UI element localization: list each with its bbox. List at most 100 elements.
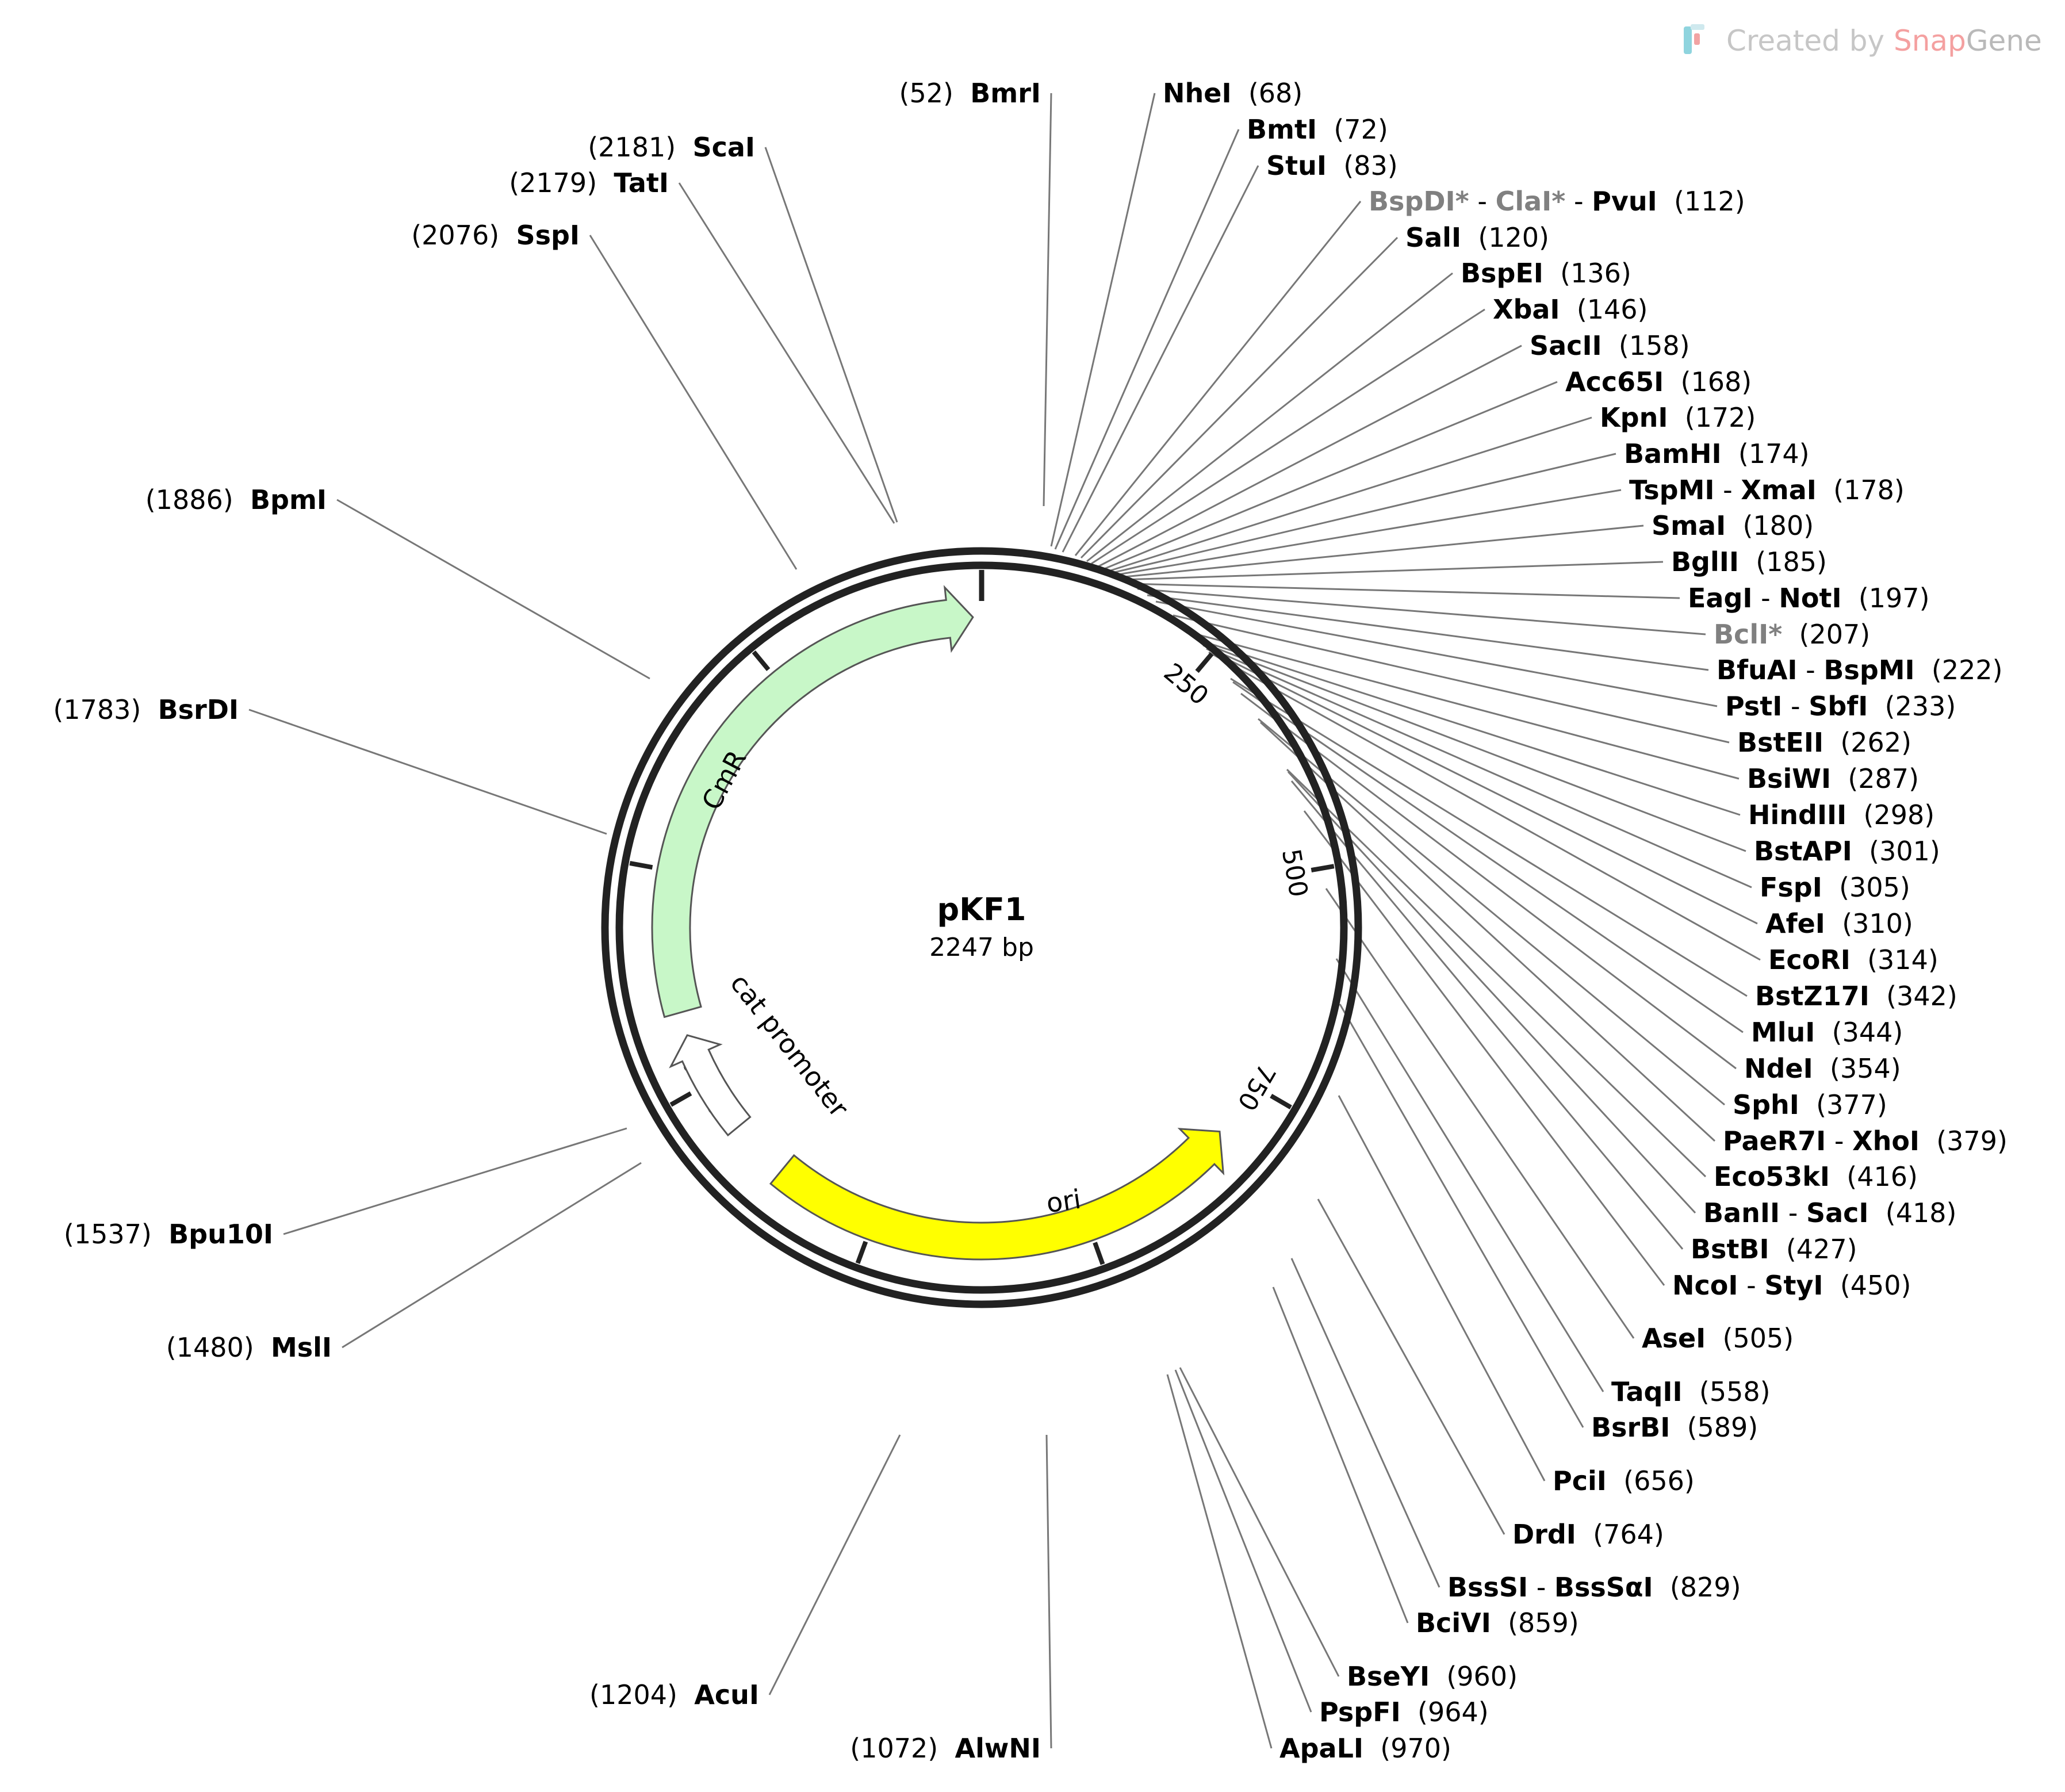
site-label-text: SmaI (180) xyxy=(1652,510,1814,541)
site-leader-line xyxy=(1197,638,1741,816)
feature-cmr-arrow xyxy=(651,585,974,1018)
site-leader-line xyxy=(1097,344,1522,568)
site-label: (1783) BsrDI xyxy=(53,694,239,725)
site-position: (262) xyxy=(1840,727,1911,758)
site-enzyme-name: Bpu10I xyxy=(168,1219,273,1250)
site-leader-line xyxy=(1080,236,1399,559)
site-enzyme-name: BpmI xyxy=(250,484,327,515)
site-label-text: BclI* (207) xyxy=(1714,619,1870,650)
site-label: BstAPI (301) xyxy=(1754,836,1940,867)
site-position: (287) xyxy=(1848,763,1919,794)
site-label: BstBI (427) xyxy=(1691,1234,1857,1265)
site-label-text: NcoI - StyI (450) xyxy=(1672,1270,1911,1301)
site-leader-line xyxy=(1050,93,1156,547)
site-enzyme-name: MluI xyxy=(1751,1017,1815,1048)
site-position: (72) xyxy=(1334,114,1388,145)
site-enzyme-name: SmaI xyxy=(1652,510,1726,541)
site-position: (120) xyxy=(1478,222,1549,253)
site-enzyme-name: EcoRI xyxy=(1768,944,1851,975)
site-position: (342) xyxy=(1886,981,1957,1012)
site-position: (185) xyxy=(1756,546,1827,577)
site-leader-line xyxy=(1174,1369,1312,1713)
site-label: BssSI - BssSαI (829) xyxy=(1447,1572,1741,1603)
site-position: (427) xyxy=(1786,1234,1857,1265)
site-position: (178) xyxy=(1833,474,1905,506)
site-enzyme-name: PvuI xyxy=(1592,186,1657,217)
plasmid-length: 2247 bp xyxy=(929,933,1034,962)
site-label-text: (52) BmrI xyxy=(899,78,1041,109)
site-label: PstI - SbfI (233) xyxy=(1725,691,1956,722)
site-enzyme-name: XmaI xyxy=(1741,474,1817,506)
site-enzyme-name: NotI xyxy=(1779,583,1841,614)
feature-cat-promoter-arrow xyxy=(669,1034,752,1137)
site-label-text: PaeR7I - XhoI (379) xyxy=(1723,1125,2007,1157)
site-label: EagI - NotI (197) xyxy=(1688,583,1930,614)
site-enzyme-name: TaqII xyxy=(1611,1376,1683,1407)
site-label: Eco53kI (416) xyxy=(1714,1161,1918,1192)
site-leader-line xyxy=(1240,692,1737,1070)
site-leader-line xyxy=(336,499,650,680)
site-leader-line xyxy=(1202,644,1752,889)
site-enzyme-name: BmrI xyxy=(970,78,1041,109)
site-position: (379) xyxy=(1936,1125,2007,1157)
site-enzyme-name: BsrDI xyxy=(158,694,239,725)
site-label: (2181) ScaI xyxy=(588,132,755,163)
site-enzyme-name: SspI xyxy=(516,220,580,251)
backbone xyxy=(601,547,1362,1308)
site-label: DrdI (764) xyxy=(1512,1519,1664,1550)
site-enzyme-name: BstBI xyxy=(1691,1234,1769,1265)
site-label-text: MluI (344) xyxy=(1751,1017,1903,1048)
site-enzyme-name: EagI xyxy=(1688,583,1753,614)
site-label-text: BstAPI (301) xyxy=(1754,836,1940,867)
site-position: (764) xyxy=(1593,1519,1664,1550)
site-label: BstZ17I (342) xyxy=(1755,981,1957,1012)
site-label-text: EagI - NotI (197) xyxy=(1688,583,1930,614)
feature-cat-promoter-label: cat promoter xyxy=(724,968,855,1123)
site-label: BamHI (174) xyxy=(1624,438,1810,469)
site-enzyme-name: BspMI xyxy=(1823,654,1914,686)
site-label: PaeR7I - XhoI (379) xyxy=(1723,1125,2007,1157)
site-position: (418) xyxy=(1886,1197,1957,1228)
site-position: (354) xyxy=(1830,1053,1901,1084)
site-position: (314) xyxy=(1867,944,1938,975)
site-enzyme-name: Acc65I xyxy=(1565,366,1664,397)
site-label-text: StuI (83) xyxy=(1266,150,1398,181)
site-enzyme-name: BglII xyxy=(1671,546,1739,577)
site-enzyme-name: DrdI xyxy=(1512,1519,1576,1550)
site-label-text: BspDI* - ClaI* - PvuI (112) xyxy=(1369,186,1745,217)
site-position: (136) xyxy=(1560,258,1631,289)
site-position: (589) xyxy=(1687,1412,1758,1443)
leader-lines xyxy=(248,93,1761,1749)
site-label: (1886) BpmI xyxy=(145,484,327,515)
site-leader-line xyxy=(1290,1258,1440,1588)
site-enzyme-name: FspI xyxy=(1760,872,1822,903)
site-label: PciI (656) xyxy=(1553,1465,1695,1496)
site-enzyme-name: MslI xyxy=(271,1332,332,1363)
site-leader-line xyxy=(1118,524,1644,579)
site-label: (1204) AcuI xyxy=(589,1679,759,1710)
site-label: (1480) MslI xyxy=(166,1332,332,1363)
site-position: (310) xyxy=(1842,908,1913,939)
backbone-outer-ring xyxy=(601,547,1362,1308)
site-label-text: BssSI - BssSαI (829) xyxy=(1447,1572,1741,1603)
site-position: (1886) xyxy=(145,484,233,515)
site-label-text: BglII (185) xyxy=(1671,546,1827,577)
site-label-text: DrdI (764) xyxy=(1512,1519,1664,1550)
site-label-text: SphI (377) xyxy=(1733,1089,1887,1120)
site-label: BspDI* - ClaI* - PvuI (112) xyxy=(1369,186,1745,217)
site-enzyme-name: HindIII xyxy=(1748,799,1846,830)
site-label: (52) BmrI xyxy=(899,78,1041,109)
site-position: (68) xyxy=(1248,78,1302,109)
site-enzyme-name: SphI xyxy=(1733,1089,1799,1120)
site-position: (964) xyxy=(1417,1697,1489,1728)
site-leader-line xyxy=(1325,888,1635,1339)
site-leader-line xyxy=(1109,453,1616,575)
site-label-text: EcoRI (314) xyxy=(1768,944,1938,975)
site-enzyme-name: SacII xyxy=(1530,330,1602,361)
site-label-text: NdeI (354) xyxy=(1744,1053,1901,1084)
site-position: (146) xyxy=(1577,294,1648,325)
site-enzyme-name: ScaI xyxy=(692,132,755,163)
tick-mark xyxy=(1093,1242,1105,1265)
site-position: (233) xyxy=(1885,691,1956,722)
site-separator: - xyxy=(1469,186,1496,217)
